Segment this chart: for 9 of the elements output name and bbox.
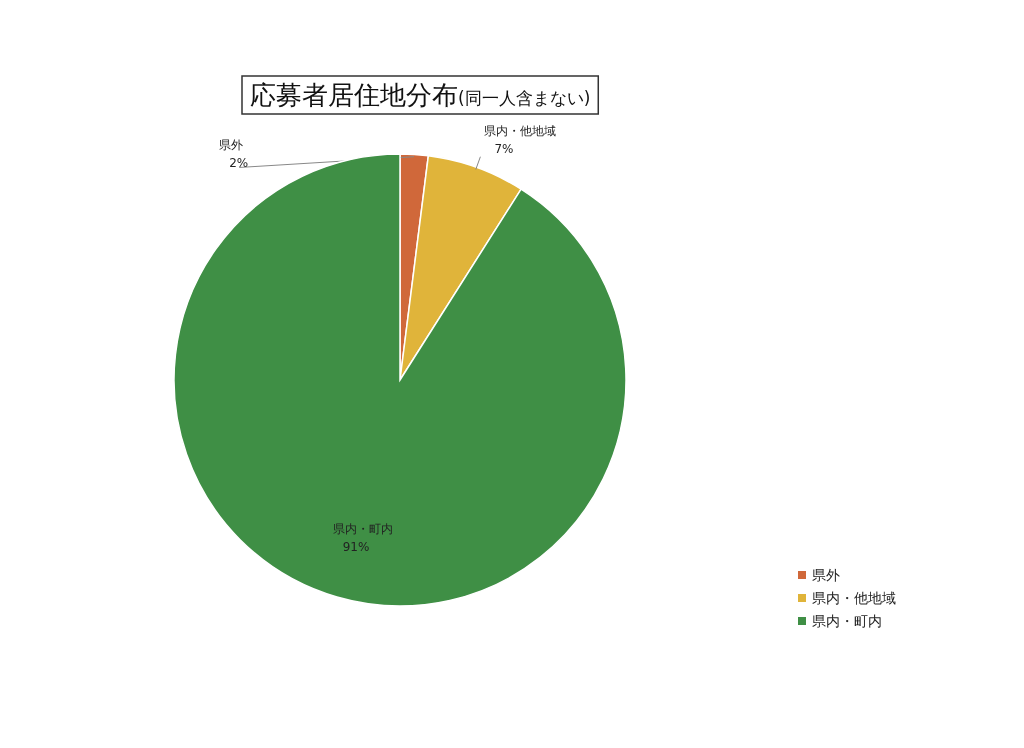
chart-subtitle: (同一人含まない): [458, 88, 591, 108]
data-label: 7%: [494, 141, 514, 156]
title: 応募者居住地分布(同一人含まない): [241, 75, 599, 115]
slice-label: 県外: [219, 138, 244, 153]
legend-label: 県内・他地域: [812, 590, 896, 606]
data-label: 2%: [229, 156, 249, 171]
legend-label: 県外: [812, 567, 840, 583]
slice-label: 県内・他地域: [484, 123, 557, 138]
legend-label: 県内・町内: [812, 613, 882, 629]
